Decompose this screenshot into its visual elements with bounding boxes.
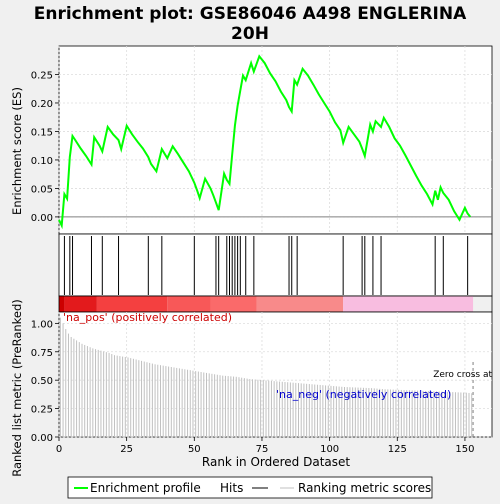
x-tick-label: 100 bbox=[320, 444, 339, 455]
metric-y-tick-label: 1.00 bbox=[31, 319, 53, 330]
na-neg-label: 'na_neg' (negatively correlated) bbox=[276, 388, 451, 401]
es-y-tick-label: 0.10 bbox=[31, 156, 53, 167]
enrichment-profile-line bbox=[58, 54, 472, 230]
es-y-tick-label: 0.00 bbox=[31, 213, 53, 224]
x-tick-label: 75 bbox=[256, 444, 269, 455]
heat-bar-segment bbox=[96, 296, 168, 312]
heat-bar-segment bbox=[59, 296, 65, 312]
hits-marks bbox=[63, 236, 469, 295]
x-tick-label: 150 bbox=[455, 444, 474, 455]
es-gridlines bbox=[58, 46, 492, 234]
heat-bar-segment bbox=[167, 296, 211, 312]
heat-bar-segment bbox=[210, 296, 257, 312]
es-y-tick-label: 0.05 bbox=[31, 184, 53, 195]
x-axis-label: Rank in Ordered Dataset bbox=[202, 455, 350, 469]
metric-y-tick-label: 0.50 bbox=[31, 376, 53, 387]
metric-y-axis-label: Ranked list metric (PreRanked) bbox=[10, 299, 24, 477]
heat-bar-segment bbox=[64, 296, 97, 312]
metric-y-tick-label: 0.00 bbox=[31, 433, 53, 444]
metric-y-tick-label: 0.75 bbox=[31, 348, 53, 359]
es-y-axis: 0.00 0.05 0.10 0.15 0.20 0.25 bbox=[31, 70, 59, 224]
es-y-axis-label: Enrichment score (ES) bbox=[10, 87, 24, 215]
metric-x-axis: 0 25 50 75 100 125 150 bbox=[56, 437, 474, 455]
legend: Enrichment profile Hits Ranking metric sco… bbox=[67, 476, 433, 499]
legend-box bbox=[67, 476, 433, 499]
legend-label: Ranking metric scores bbox=[298, 481, 431, 495]
es-panel bbox=[58, 45, 493, 235]
ranking-heat-bar bbox=[59, 296, 474, 312]
legend-label: Enrichment profile bbox=[90, 481, 201, 495]
hits-panel bbox=[58, 233, 493, 297]
x-tick-label: 50 bbox=[188, 444, 201, 455]
chart-title-line1: Enrichment plot: GSE86046 A498 ENGLERINA bbox=[34, 4, 467, 24]
es-y-tick-label: 0.20 bbox=[31, 99, 53, 110]
metric-y-tick-label: 0.25 bbox=[31, 405, 53, 416]
legend-label: Hits bbox=[220, 481, 243, 495]
x-tick-label: 0 bbox=[56, 444, 62, 455]
x-tick-label: 125 bbox=[388, 444, 407, 455]
zero-cross-label: Zero cross at bbox=[433, 370, 492, 380]
heat-bar-segment bbox=[256, 296, 344, 312]
x-tick-label: 25 bbox=[120, 444, 133, 455]
metric-y-axis: 0.00 0.25 0.50 0.75 1.00 bbox=[31, 319, 59, 444]
es-y-tick-label: 0.15 bbox=[31, 127, 53, 138]
es-y-tick-label: 0.25 bbox=[31, 70, 53, 81]
heat-bar-segment bbox=[343, 296, 474, 312]
chart-title-line2: 20H bbox=[231, 24, 269, 44]
na-pos-label: 'na_pos' (positively correlated) bbox=[63, 311, 232, 324]
ranking-metric-bars bbox=[59, 317, 473, 437]
metric-panel bbox=[58, 311, 493, 438]
